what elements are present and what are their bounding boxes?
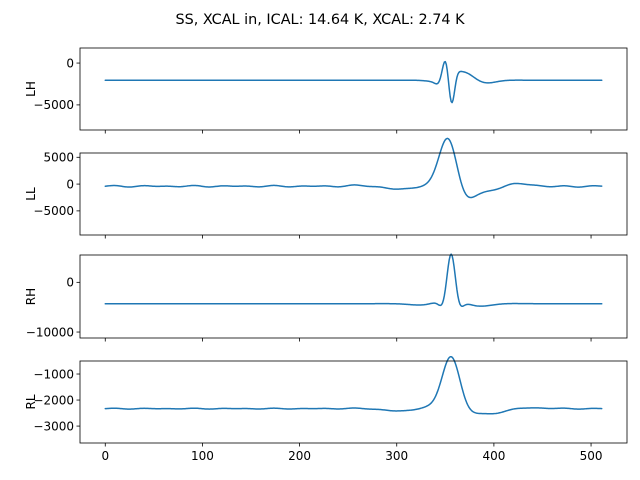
subplot-ll: −5000 0 5000 LL	[24, 137, 628, 239]
y-axis-label: RL	[24, 394, 38, 409]
series-line-rh	[104, 253, 603, 308]
subplot-rh: −10000 0 RH	[24, 253, 628, 342]
y-tick-label: −2000	[33, 393, 74, 407]
y-tick-label: −10000	[26, 325, 74, 339]
y-axis-label: RH	[24, 288, 38, 305]
x-tick-label: 200	[288, 449, 311, 463]
series-line-rl	[104, 355, 603, 415]
x-tick-label: 300	[385, 449, 408, 463]
y-tick-label: −1000	[33, 367, 74, 381]
axes-frame	[79, 152, 628, 236]
x-tick-label: 0	[101, 449, 109, 463]
subplot-rl: −3000 −2000 −1000 0 100 200 300 400 500 RL	[24, 355, 628, 463]
y-tick-label: 0	[66, 56, 74, 70]
x-tick-label: 100	[191, 449, 214, 463]
axes-frame	[79, 254, 628, 339]
figure-title: SS, XCAL in, ICAL: 14.64 K, XCAL: 2.74 K	[175, 12, 465, 28]
y-tick-label: 5000	[43, 151, 74, 165]
subplots: −50000LH−500005000LL−100000RH−3000−2000−…	[24, 47, 628, 463]
subplot-lh: −5000 0 LH	[24, 47, 628, 134]
y-axis-label: LH	[24, 81, 38, 97]
y-tick-label: −5000	[33, 204, 74, 218]
axes-frame	[79, 47, 628, 131]
x-tick-label: 400	[482, 449, 505, 463]
y-tick-label: 0	[66, 276, 74, 290]
y-axis-label: LL	[24, 187, 38, 201]
y-tick-label: −3000	[33, 419, 74, 433]
axes-frame	[79, 360, 628, 444]
series-line-lh	[104, 60, 603, 104]
y-tick-label: 0	[66, 177, 74, 191]
y-tick-label: −5000	[33, 98, 74, 112]
series-line-ll	[104, 137, 603, 199]
x-tick-label: 500	[580, 449, 603, 463]
